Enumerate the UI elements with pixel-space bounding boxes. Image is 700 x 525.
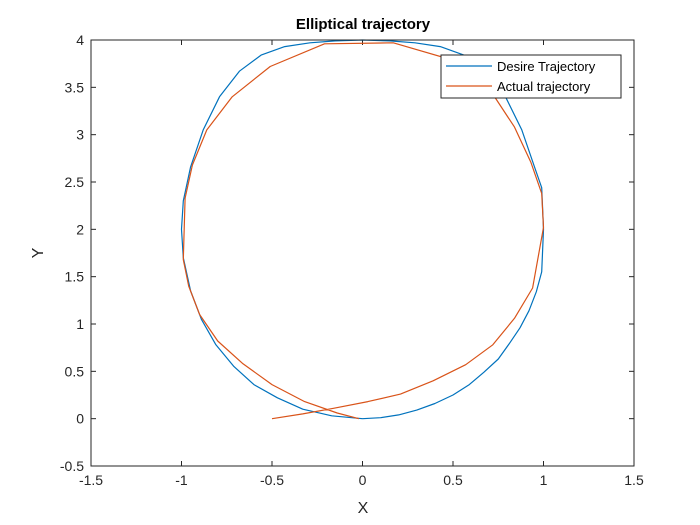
y-tick-label: 1.5 xyxy=(65,269,85,285)
chart-title: Elliptical trajectory xyxy=(296,16,431,33)
x-tick-label: -0.5 xyxy=(260,472,284,488)
y-tick-labels: -0.5 0 0.5 1 1.5 2 2.5 3 3.5 4 xyxy=(60,32,84,474)
series-layer xyxy=(180,39,545,420)
y-tick-label: 2 xyxy=(76,221,84,237)
y-axis-label: Y xyxy=(30,247,47,258)
y-tick-label: 0.5 xyxy=(65,363,85,379)
y-tick-label: 3 xyxy=(76,127,84,143)
legend-box xyxy=(440,54,622,99)
legend-label-desire: Desire Trajectory xyxy=(497,59,596,74)
x-axis-label: X xyxy=(358,500,369,517)
y-tick-label: 2.5 xyxy=(65,174,85,190)
legend: Desire Trajectory Actual trajectory xyxy=(440,54,622,99)
y-tick-label: 3.5 xyxy=(65,79,85,95)
y-tick-label: 0 xyxy=(76,411,84,427)
y-tick-label: 1 xyxy=(76,316,84,332)
x-tick-labels: -1.5 -1 -0.5 0 0.5 1 1.5 xyxy=(79,472,644,488)
x-tick-label: 0.5 xyxy=(443,472,463,488)
x-tick-label: 1.5 xyxy=(624,472,644,488)
plot-border xyxy=(90,39,635,467)
plot-area xyxy=(91,40,634,466)
x-tick-label: -1.5 xyxy=(79,472,103,488)
x-tick-label: 1 xyxy=(540,472,548,488)
x-tick-label: 0 xyxy=(359,472,367,488)
actual-trajectory-line xyxy=(182,42,545,420)
x-tick-label: -1 xyxy=(175,472,188,488)
legend-label-actual: Actual trajectory xyxy=(497,79,591,94)
y-tick-label: -0.5 xyxy=(60,458,84,474)
y-tick-label: 4 xyxy=(76,32,84,48)
